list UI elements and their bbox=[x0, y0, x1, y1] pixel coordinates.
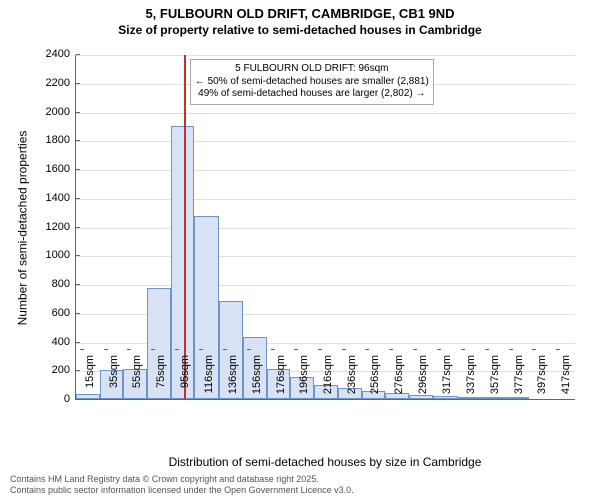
title-block: 5, FULBOURN OLD DRIFT, CAMBRIDGE, CB1 9N… bbox=[0, 6, 600, 37]
y-tick-label: 200 bbox=[52, 364, 76, 376]
y-tick-label: 1600 bbox=[46, 163, 76, 175]
y-tick-label: 400 bbox=[52, 336, 76, 348]
plot-area: 0200400600800100012001400160018002000220… bbox=[75, 55, 575, 400]
title-line2: Size of property relative to semi-detach… bbox=[0, 23, 600, 37]
y-tick-label: 800 bbox=[52, 278, 76, 290]
y-axis-label: Number of semi-detached properties bbox=[14, 55, 30, 400]
y-tick-label: 0 bbox=[64, 393, 76, 405]
y-tick-label: 2000 bbox=[46, 106, 76, 118]
annotation-box: 5 FULBOURN OLD DRIFT: 96sqm← 50% of semi… bbox=[190, 59, 434, 105]
title-line1: 5, FULBOURN OLD DRIFT, CAMBRIDGE, CB1 9N… bbox=[0, 6, 600, 21]
y-tick-label: 1800 bbox=[46, 134, 76, 146]
attribution-line1: Contains HM Land Registry data © Crown c… bbox=[10, 474, 354, 485]
y-tick-label: 1200 bbox=[46, 221, 76, 233]
y-tick-label: 1000 bbox=[46, 249, 76, 261]
attribution: Contains HM Land Registry data © Crown c… bbox=[10, 474, 354, 497]
x-axis-label: Distribution of semi-detached houses by … bbox=[75, 455, 575, 469]
y-tick-label: 2400 bbox=[46, 48, 76, 60]
annotation-line: 5 FULBOURN OLD DRIFT: 96sqm bbox=[195, 63, 429, 76]
y-tick-label: 1400 bbox=[46, 192, 76, 204]
annotation-line: ← 50% of semi-detached houses are smalle… bbox=[195, 76, 429, 89]
attribution-line2: Contains public sector information licen… bbox=[10, 485, 354, 496]
annotation-line: 49% of semi-detached houses are larger (… bbox=[195, 88, 429, 101]
annotation-layer: 5 FULBOURN OLD DRIFT: 96sqm← 50% of semi… bbox=[76, 55, 575, 399]
y-tick-label: 2200 bbox=[46, 77, 76, 89]
y-tick-label: 600 bbox=[52, 307, 76, 319]
figure: 5, FULBOURN OLD DRIFT, CAMBRIDGE, CB1 9N… bbox=[0, 0, 600, 500]
